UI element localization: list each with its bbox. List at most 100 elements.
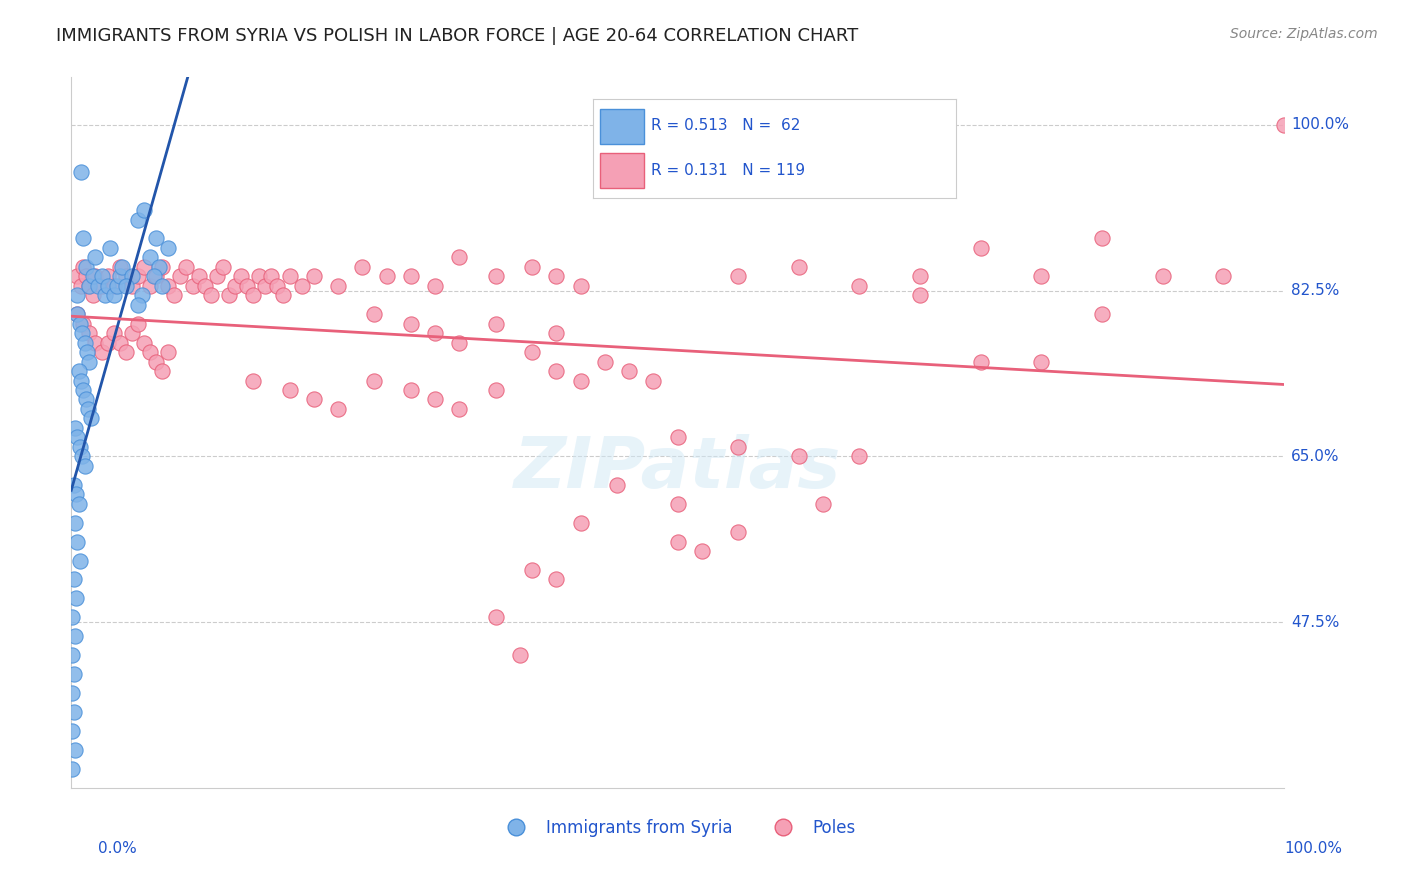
Point <box>727 525 749 540</box>
Point <box>114 345 136 359</box>
Point <box>236 278 259 293</box>
Point <box>84 269 107 284</box>
Point <box>67 497 90 511</box>
Point <box>127 212 149 227</box>
Point <box>139 251 162 265</box>
Point <box>62 648 84 663</box>
Point <box>62 762 84 776</box>
Point <box>205 269 228 284</box>
Point <box>62 705 84 719</box>
Point <box>848 450 870 464</box>
Point <box>970 354 993 368</box>
Point <box>94 288 117 302</box>
Point <box>87 278 110 293</box>
Point <box>114 269 136 284</box>
Point <box>79 278 101 293</box>
Point <box>73 335 96 350</box>
Point <box>242 288 264 302</box>
Point <box>485 383 508 397</box>
Point <box>66 534 89 549</box>
Point <box>423 392 446 407</box>
Point <box>65 487 87 501</box>
Point <box>157 345 180 359</box>
Point <box>142 269 165 284</box>
Point <box>75 269 97 284</box>
Point <box>62 477 84 491</box>
Point <box>260 269 283 284</box>
Point <box>908 288 931 302</box>
Point <box>90 269 112 284</box>
Point <box>62 724 84 739</box>
Point <box>163 288 186 302</box>
Point <box>132 335 155 350</box>
Point <box>121 269 143 284</box>
Point <box>65 591 87 606</box>
Point <box>1091 307 1114 321</box>
Text: IMMIGRANTS FROM SYRIA VS POLISH IN LABOR FORCE | AGE 20-64 CORRELATION CHART: IMMIGRANTS FROM SYRIA VS POLISH IN LABOR… <box>56 27 859 45</box>
Point <box>569 374 592 388</box>
Text: Source: ZipAtlas.com: Source: ZipAtlas.com <box>1230 27 1378 41</box>
Point <box>254 278 277 293</box>
Point <box>593 354 616 368</box>
Point <box>399 317 422 331</box>
Point <box>84 251 107 265</box>
Point <box>66 288 89 302</box>
Point <box>66 430 89 444</box>
Point <box>787 450 810 464</box>
Point <box>1091 231 1114 245</box>
Point <box>97 269 120 284</box>
Point <box>449 335 471 350</box>
Point <box>79 411 101 425</box>
Point <box>157 278 180 293</box>
Point <box>62 686 84 700</box>
Point <box>70 278 93 293</box>
Point <box>139 345 162 359</box>
Point <box>145 354 167 368</box>
Point <box>69 553 91 567</box>
Point <box>1031 354 1053 368</box>
Point <box>70 165 93 179</box>
Point <box>72 231 94 245</box>
Point <box>75 260 97 274</box>
Point <box>643 374 665 388</box>
Point <box>63 421 86 435</box>
Point <box>90 278 112 293</box>
Point <box>72 383 94 397</box>
Point <box>127 269 149 284</box>
Point <box>114 278 136 293</box>
Point <box>546 269 568 284</box>
Point <box>247 269 270 284</box>
Point <box>79 354 101 368</box>
Point <box>69 440 91 454</box>
Point <box>326 278 349 293</box>
Point <box>72 260 94 274</box>
Legend: Immigrants from Syria, Poles: Immigrants from Syria, Poles <box>492 812 862 844</box>
Point <box>139 278 162 293</box>
Text: 82.5%: 82.5% <box>1291 283 1339 298</box>
Point <box>546 364 568 378</box>
Point <box>690 544 713 558</box>
Point <box>97 335 120 350</box>
Text: 100.0%: 100.0% <box>1291 118 1348 132</box>
Point <box>70 450 93 464</box>
Point <box>363 307 385 321</box>
Point <box>79 278 101 293</box>
Point <box>194 278 217 293</box>
Point <box>176 260 198 274</box>
Point <box>218 288 240 302</box>
Point <box>326 401 349 416</box>
Point <box>1031 269 1053 284</box>
Point <box>70 326 93 341</box>
Point <box>811 497 834 511</box>
Point <box>108 269 131 284</box>
Point <box>75 392 97 407</box>
Point <box>509 648 531 663</box>
Point <box>423 278 446 293</box>
Point <box>132 202 155 217</box>
Point <box>97 278 120 293</box>
Point <box>302 269 325 284</box>
Point <box>617 364 640 378</box>
Point <box>82 269 104 284</box>
Point <box>291 278 314 293</box>
Point <box>150 278 173 293</box>
